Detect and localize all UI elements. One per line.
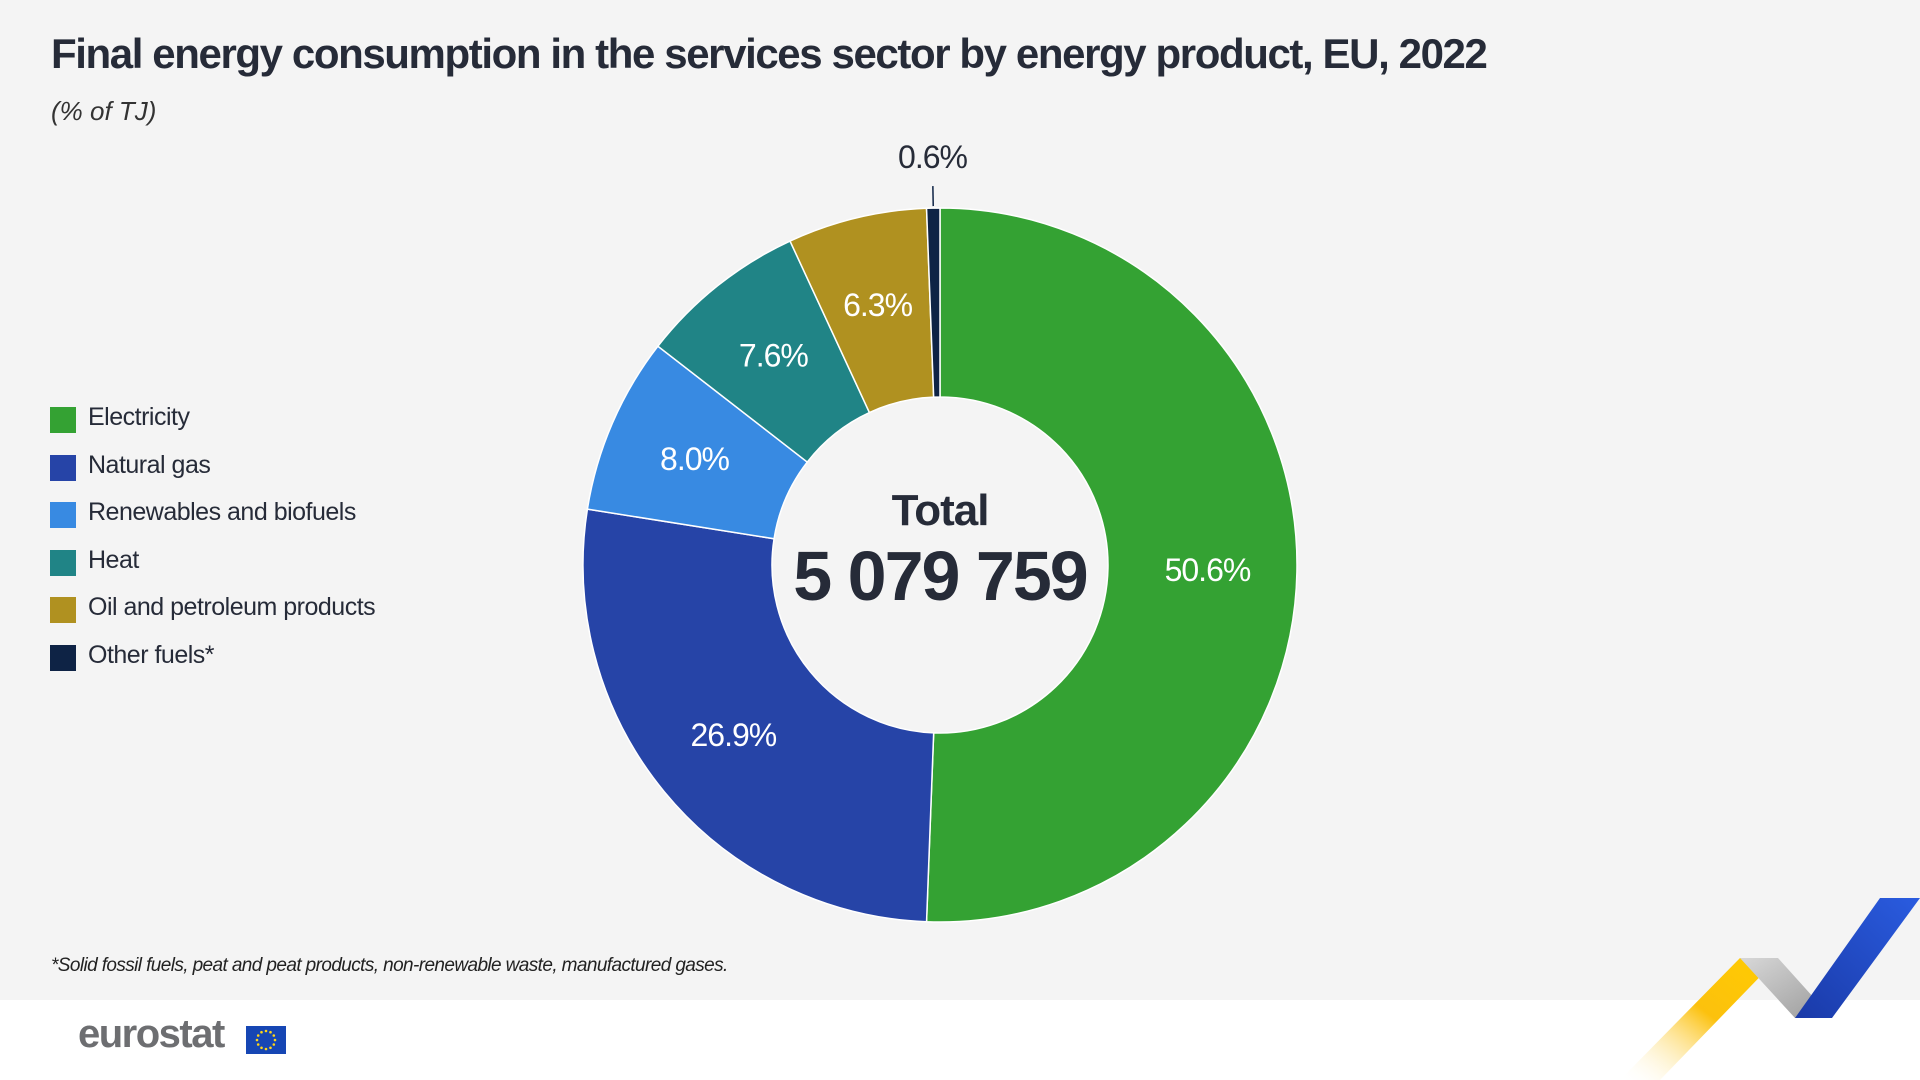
slices	[582, 207, 1298, 923]
legend-swatch	[50, 644, 76, 671]
legend-swatch	[50, 597, 76, 623]
eu-flag-icon	[246, 1026, 286, 1054]
slice-label: 7.6%	[739, 338, 808, 374]
decorative-ribbon	[1620, 898, 1920, 1080]
slice-label: 26.9%	[690, 717, 776, 753]
legend-swatch	[50, 407, 76, 433]
chart-title: Final energy consumption in the services…	[51, 30, 1488, 77]
legend-label: Oil and petroleum products	[88, 593, 376, 621]
slice	[925, 207, 1298, 923]
slice-label: 0.6%	[898, 139, 967, 175]
footnote: *Solid fossil fuels, peat and peat produ…	[51, 955, 728, 976]
footer	[0, 1000, 1920, 1080]
slice	[925, 207, 941, 398]
ribbon-blue	[1795, 898, 1920, 1018]
legend-label: Electricity	[88, 403, 190, 431]
center-total-label: Total	[892, 486, 989, 535]
legend-swatch	[50, 502, 76, 528]
legend-label: Heat	[88, 545, 139, 574]
legend-label: Renewables and biofuels	[88, 498, 356, 526]
slice-label: 8.0%	[660, 441, 729, 477]
slice-label: 6.3%	[843, 287, 912, 323]
slice-label: 50.6%	[1165, 552, 1251, 588]
legend-swatch	[50, 549, 76, 576]
legend-swatch	[50, 454, 76, 481]
chart-subtitle: (% of TJ)	[51, 96, 157, 126]
eurostat-logo: eurostat	[78, 1012, 225, 1056]
legend-label: Natural gas	[88, 450, 211, 479]
slice-labels: 50.6% 26.9% 8.0% 7.6% 6.3% 0.6%	[660, 139, 1252, 753]
slice	[582, 508, 935, 923]
center-total-value: 5 079 759	[793, 537, 1086, 615]
donut-chart: 50.6% 26.9% 8.0% 7.6% 6.3% 0.6% Total 5 079 7…	[582, 139, 1298, 923]
legend-label: Other fuels*	[88, 640, 215, 669]
ribbon-yellow	[1620, 958, 1778, 1080]
